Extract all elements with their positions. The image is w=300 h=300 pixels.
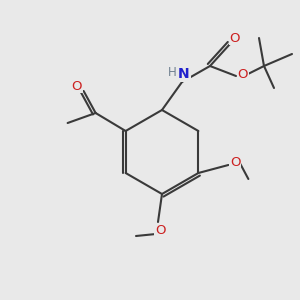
Text: H: H bbox=[168, 65, 176, 79]
Text: O: O bbox=[230, 32, 240, 44]
Text: O: O bbox=[230, 155, 241, 169]
Text: O: O bbox=[155, 224, 165, 236]
Text: O: O bbox=[71, 80, 82, 92]
Text: N: N bbox=[178, 67, 190, 81]
Text: O: O bbox=[238, 68, 248, 82]
